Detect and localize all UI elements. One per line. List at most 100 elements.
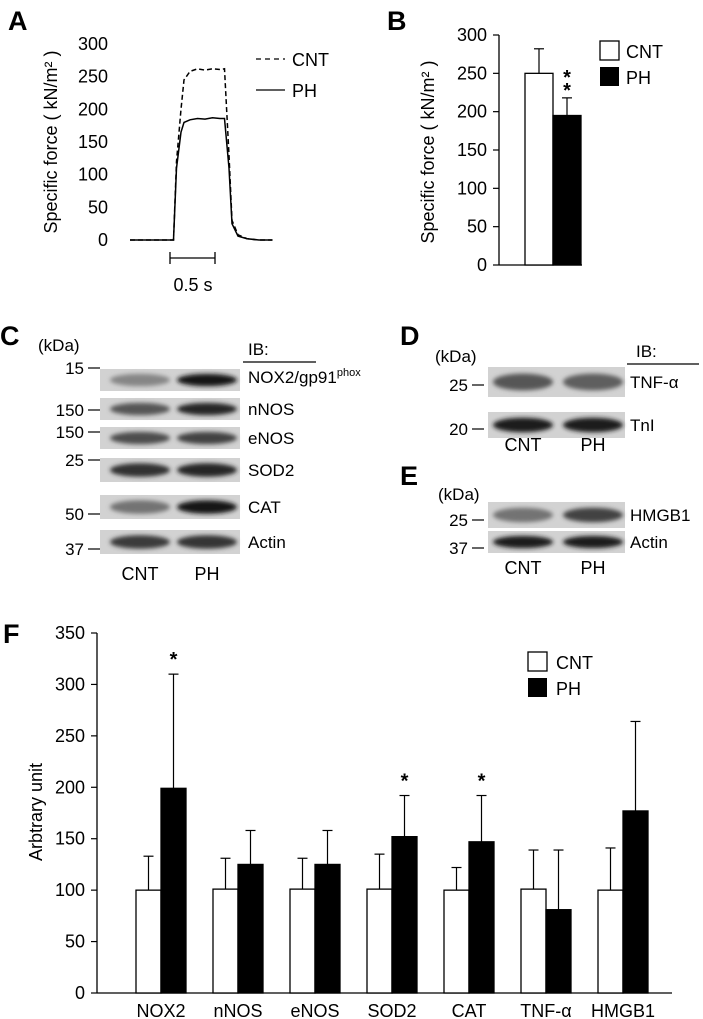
marker-label: 37 — [449, 539, 468, 558]
bar-ph-hmgb1 — [622, 810, 649, 994]
legend-ph-label: PH — [292, 81, 317, 101]
panel-a-plot — [130, 67, 273, 241]
blot-band — [110, 431, 170, 445]
band-label: HMGB1 — [630, 506, 690, 525]
y-tick-label: 200 — [78, 99, 108, 119]
y-tick-label: 300 — [457, 25, 487, 45]
blot-band — [110, 463, 170, 477]
panel-d-unit: (kDa) — [435, 347, 477, 366]
x-tick-label: eNOS — [290, 1001, 339, 1019]
x-tick-label: HMGB1 — [591, 1001, 655, 1019]
bar-ph-enos — [314, 863, 341, 994]
blot-band — [493, 373, 553, 391]
marker-label: 37 — [65, 540, 84, 559]
band-label: nNOS — [248, 400, 294, 419]
scale-bar-label: 0.5 s — [173, 275, 212, 295]
significance-star: * — [401, 771, 409, 793]
x-tick-label: NOX2 — [136, 1001, 185, 1019]
bar-ph-cat — [468, 841, 495, 994]
marker-label: 15 — [65, 359, 84, 378]
y-tick-label: 100 — [55, 880, 85, 900]
marker-label: 25 — [449, 511, 468, 530]
lane-label-cnt: CNT — [505, 558, 542, 578]
blot-band — [493, 507, 553, 523]
blot-band — [110, 535, 170, 549]
panel-b-legend: CNT PH — [599, 40, 663, 88]
blot-band — [177, 431, 237, 445]
lane-label-cnt: CNT — [505, 435, 542, 455]
panel-label-c: C — [0, 321, 20, 351]
significance-star: * — [478, 771, 486, 793]
panel-b-ylabel: Specific force ( kN/m² ) — [418, 60, 438, 243]
blot-band — [177, 535, 237, 549]
y-tick-label: 250 — [457, 63, 487, 83]
legend-cnt-swatch — [599, 40, 620, 61]
x-tick-label: TNF-α — [520, 1001, 571, 1019]
y-tick-label: 100 — [78, 165, 108, 185]
y-tick-label: 350 — [55, 623, 85, 643]
panel-label-e: E — [400, 461, 418, 491]
y-tick-label: 300 — [78, 34, 108, 54]
bar-cnt — [524, 72, 554, 266]
panel-d-blot: TNF-α 25 TnI 20 — [449, 367, 679, 439]
blot-band — [493, 535, 553, 549]
y-tick-label: 0 — [98, 230, 108, 250]
x-tick-label: nNOS — [213, 1001, 262, 1019]
panel-a: A Specific force ( kN/m² ) 0 50 100 150 200 2… — [8, 6, 329, 295]
band-label: TNF-α — [630, 373, 679, 392]
blot-band — [563, 417, 623, 433]
bar-ph-tnf-α — [545, 909, 572, 994]
panel-b: B Specific force ( kN/m² ) 0 50 100 150 200 2… — [387, 6, 663, 275]
y-tick-label: 250 — [55, 726, 85, 746]
lane-label-ph: PH — [580, 435, 605, 455]
marker-label: 50 — [65, 505, 84, 524]
legend-cnt-label: CNT — [292, 50, 329, 70]
legend-ph-label: PH — [626, 68, 651, 88]
panel-label-b: B — [387, 6, 407, 36]
panel-e-unit: (kDa) — [438, 485, 480, 504]
panel-a-yaxis: 0 50 100 150 200 250 300 — [78, 34, 108, 250]
panel-f-ylabel: Arbtrary unit — [26, 763, 46, 861]
marker-label: 20 — [449, 420, 468, 439]
y-tick-label: 50 — [88, 197, 108, 217]
bar-cnt-sod2 — [366, 888, 393, 994]
marker-label: 150 — [56, 401, 84, 420]
band-label: CAT — [248, 498, 281, 517]
marker-label: 150 — [56, 423, 84, 442]
bar-cnt-nox2 — [135, 889, 162, 994]
bar-ph — [552, 114, 582, 266]
y-tick-label: 50 — [467, 217, 487, 237]
band-label: Actin — [630, 533, 668, 552]
legend-cnt-label: CNT — [626, 42, 663, 62]
y-tick-label: 200 — [457, 102, 487, 122]
blot-band — [110, 402, 170, 416]
panel-e: E (kDa) HMGB1 25 Actin 37 CNT PH — [400, 461, 690, 578]
bar-ph-sod2 — [391, 836, 418, 994]
bar-cnt-tnf-α — [520, 888, 547, 994]
blot-band — [563, 535, 623, 549]
band-label: Actin — [248, 533, 286, 552]
significance-star: * — [170, 649, 178, 671]
y-tick-label: 150 — [457, 140, 487, 160]
lane-label-cnt: CNT — [122, 564, 159, 584]
panel-a-ylabel: Specific force ( kN/m² ) — [41, 50, 61, 233]
y-tick-label: 0 — [477, 255, 487, 275]
bar-cnt-cat — [443, 889, 470, 994]
blot-band — [493, 417, 553, 433]
blot-band — [177, 373, 237, 387]
panel-c: C (kDa) IB: 15 nNOS 150 eNOS 150 SOD2 25 CAT 50 A… — [0, 321, 361, 584]
y-tick-label: 100 — [457, 178, 487, 198]
bar-ph-nnos — [237, 863, 264, 994]
panel-label-a: A — [8, 6, 28, 36]
marker-label: 25 — [449, 376, 468, 395]
panel-d-ib-header: IB: — [636, 342, 657, 361]
bar-cnt-hmgb1 — [597, 889, 624, 994]
panel-f-bars: * NOX2 nNOS eNOS * SOD2 * CAT TNF-α HMGB1 — [135, 649, 655, 1019]
panel-b-yaxis: 0 50 100 150 200 250 300 — [457, 25, 582, 275]
band-label-nox2: NOX2/gp91phox — [248, 367, 361, 387]
x-tick-label: SOD2 — [367, 1001, 416, 1019]
lane-label-ph: PH — [194, 564, 219, 584]
panel-d: D (kDa) IB: TNF-α 25 TnI 20 CNT PH — [400, 321, 699, 455]
band-label: SOD2 — [248, 461, 294, 480]
panel-f: F Arbtrary unit 0 50 100 150 200 250 300 350 * N… — [3, 619, 672, 1019]
